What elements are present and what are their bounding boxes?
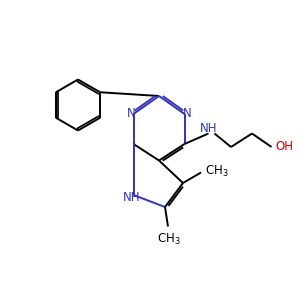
Text: N: N [127,107,136,120]
Text: NH: NH [123,191,141,204]
Text: NH: NH [200,122,218,135]
Text: CH$_3$: CH$_3$ [157,232,180,247]
Text: N: N [182,107,191,120]
Text: OH: OH [275,140,293,153]
Text: CH$_3$: CH$_3$ [205,164,228,179]
